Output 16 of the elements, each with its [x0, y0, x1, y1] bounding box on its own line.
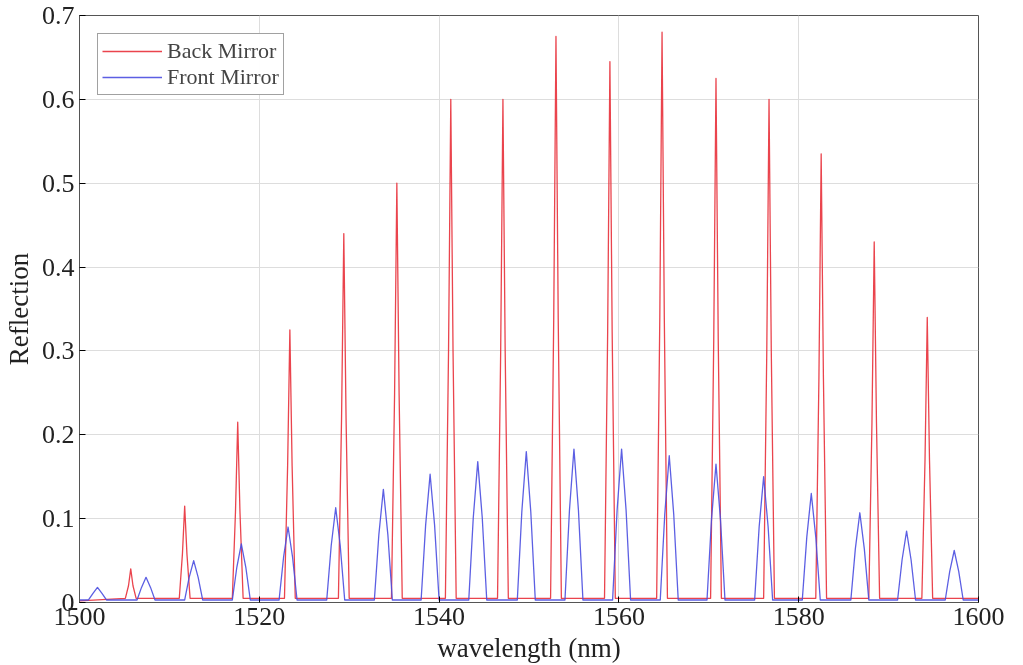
legend-label: Front Mirror — [167, 64, 279, 90]
x-tick-label: 1600 — [952, 601, 1005, 631]
y-tick-label: 0.3 — [42, 336, 75, 366]
legend-label: Back Mirror — [167, 38, 277, 64]
y-tick-label: 0.1 — [42, 504, 75, 534]
y-tick-label: 0.7 — [42, 1, 75, 30]
y-tick-label: 0.5 — [42, 168, 75, 198]
y-tick-label: 0.6 — [42, 84, 75, 114]
x-tick-label: 1520 — [233, 601, 286, 631]
y-axis-title: Reflection — [4, 252, 34, 366]
y-tick-label: 0.4 — [42, 252, 75, 282]
y-tick-label: 0.2 — [42, 420, 75, 450]
x-tick-label: 1580 — [772, 601, 825, 631]
x-axis-title: wavelength (nm) — [437, 632, 621, 663]
x-tick-label: 1540 — [413, 601, 466, 631]
x-tick-label: 1560 — [592, 601, 645, 631]
